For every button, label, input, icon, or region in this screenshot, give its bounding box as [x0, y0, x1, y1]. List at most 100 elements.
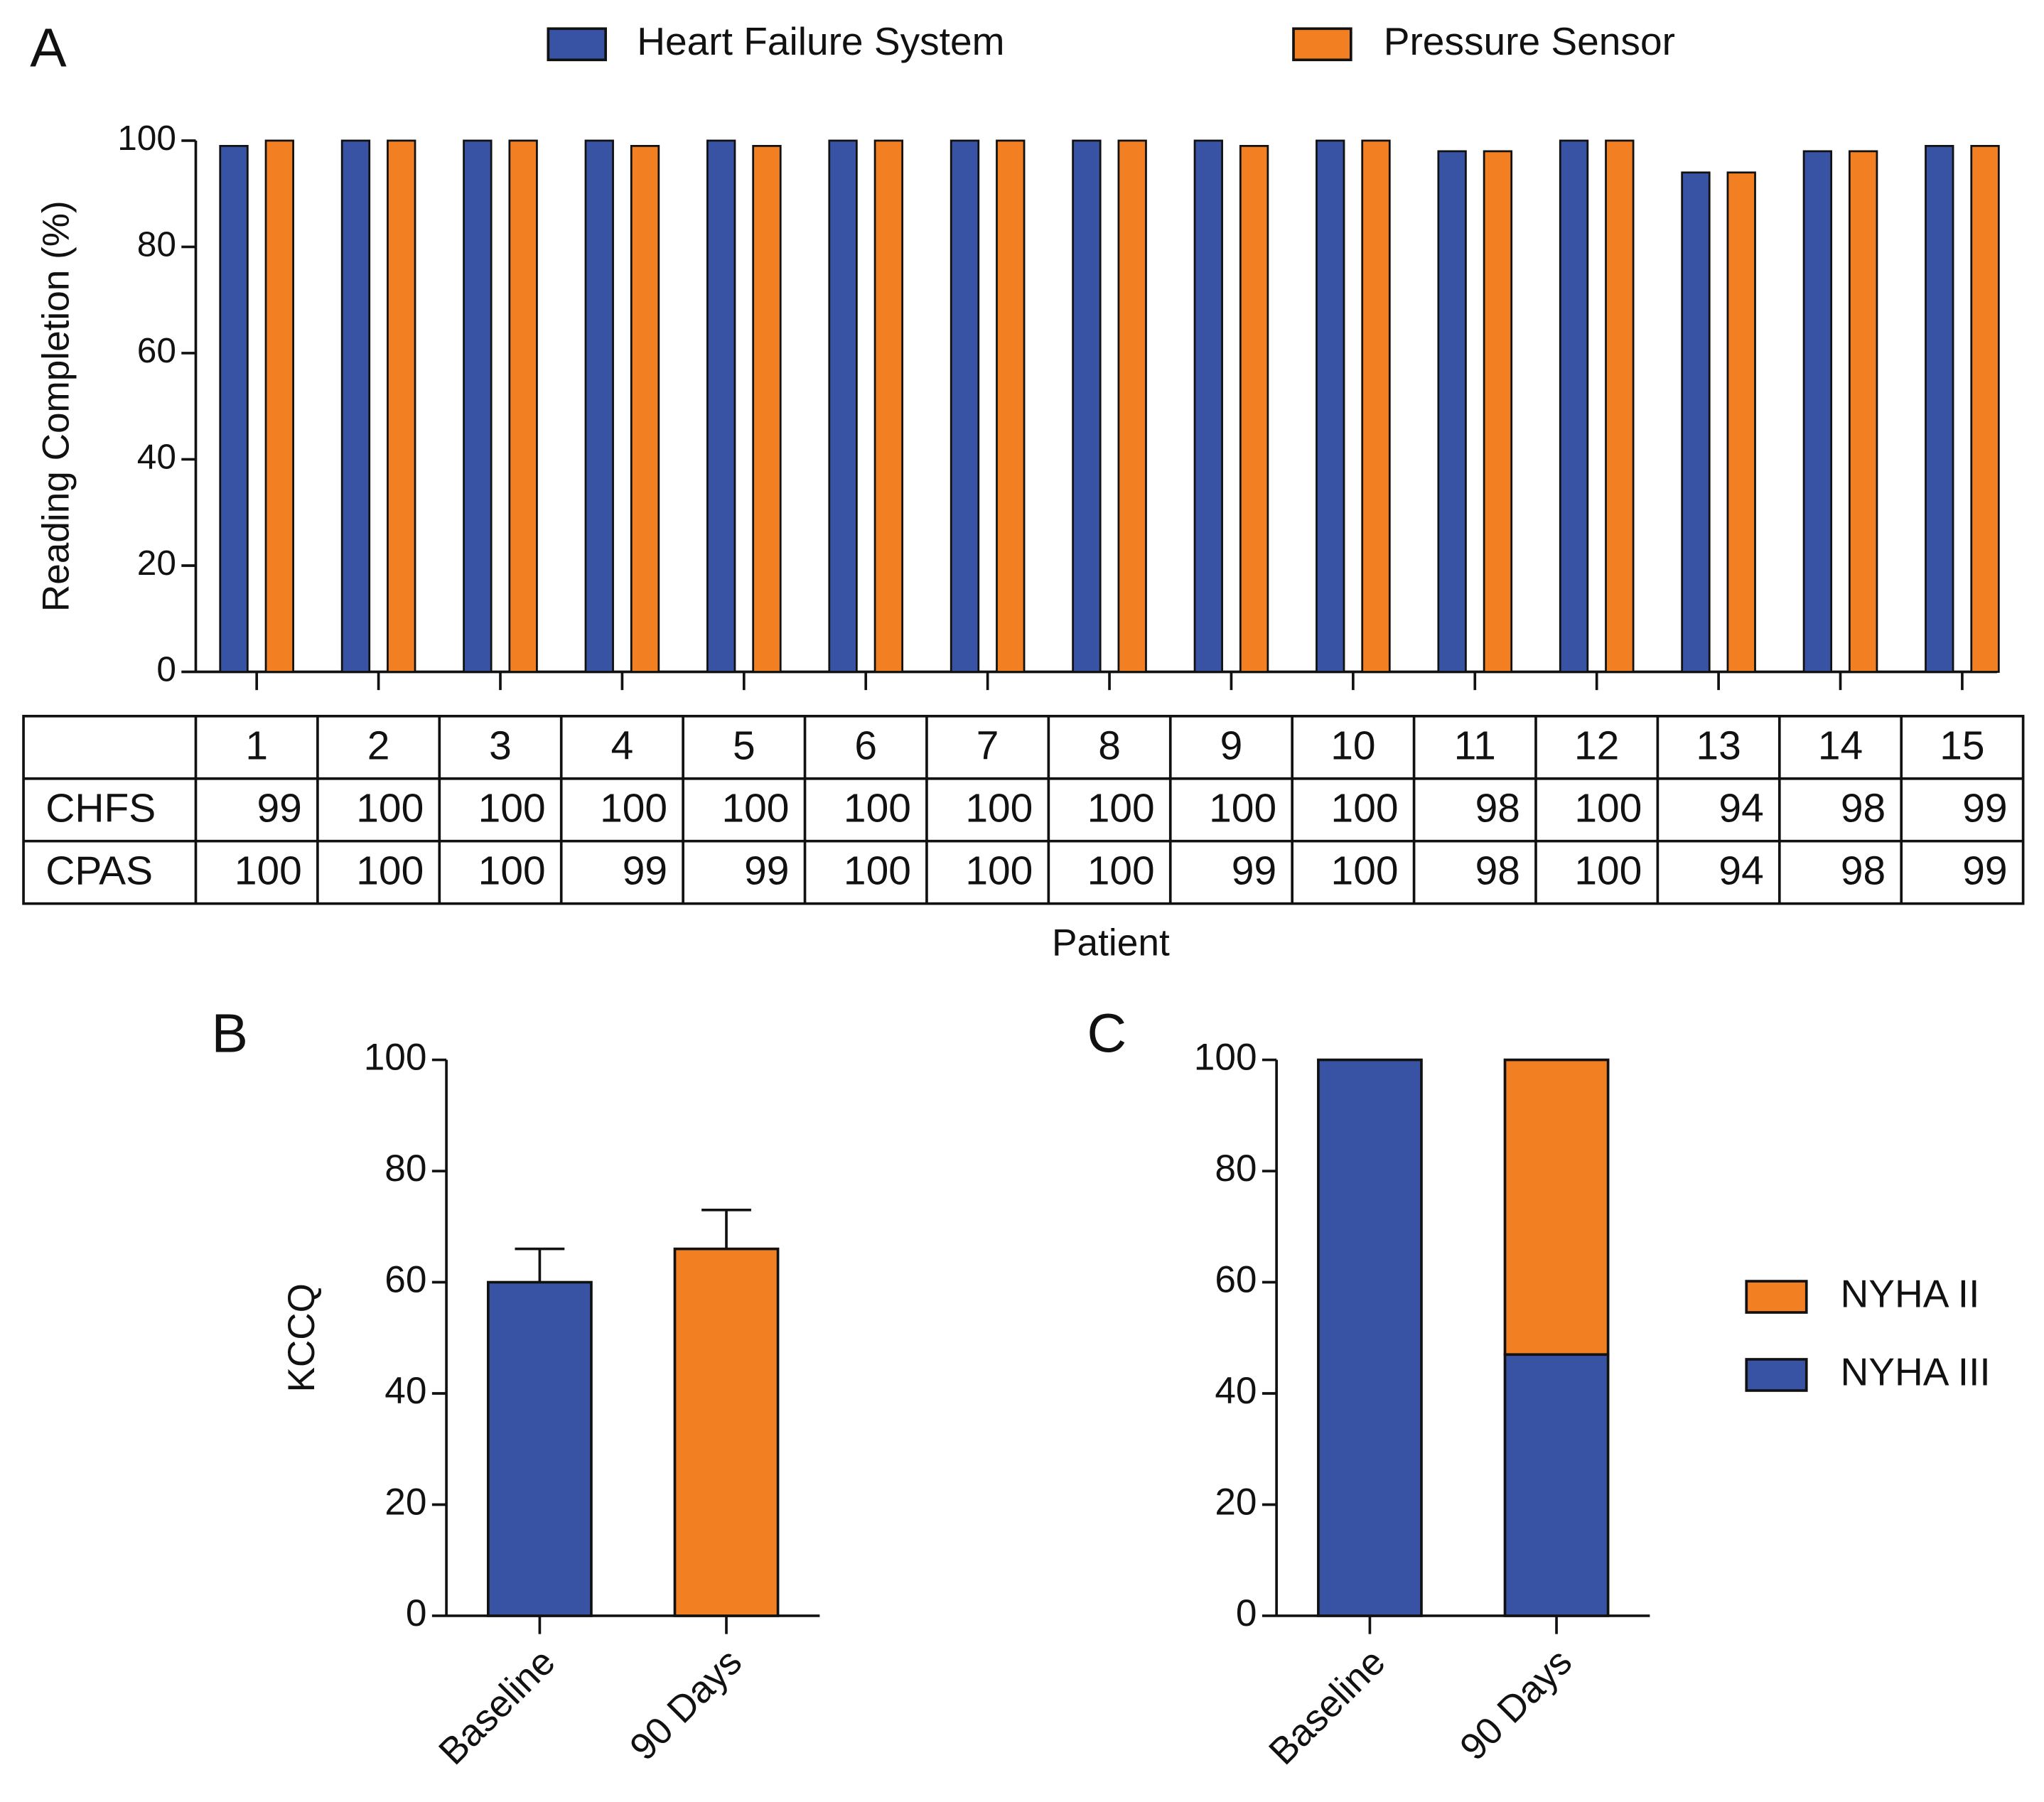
y-tick-label: 20 [137, 544, 176, 583]
table-cell: 99 [1232, 849, 1276, 894]
table-cell: 100 [1574, 787, 1642, 831]
table-header: 9 [1220, 724, 1243, 769]
table-frame [22, 714, 2025, 905]
y-tick-label: 100 [117, 119, 176, 158]
table-cell: 99 [257, 787, 302, 831]
table-cell: 100 [1331, 787, 1399, 831]
y-tick-label: 80 [384, 1148, 426, 1189]
table-cell: 100 [722, 787, 790, 831]
table-cell: 98 [1475, 787, 1520, 831]
y-tick-label: 40 [137, 438, 176, 477]
bar [1970, 144, 2000, 673]
table-header: 15 [1940, 724, 1984, 769]
bar [1726, 171, 1756, 673]
x-tick-label: 90 Days [622, 1641, 750, 1768]
bar [673, 1247, 780, 1617]
bar [264, 139, 294, 673]
y-tick-label: 100 [364, 1037, 427, 1079]
bar [487, 1280, 593, 1617]
bar-segment [1503, 1058, 1610, 1356]
bar [706, 139, 736, 673]
table-header: 11 [1454, 724, 1496, 769]
bar [584, 139, 614, 673]
table-cell: 100 [965, 849, 1033, 894]
table-cell: 99 [623, 849, 667, 894]
x-tick-label: Baseline [431, 1641, 563, 1773]
table-cell: 100 [600, 787, 667, 831]
table-cell: 94 [1718, 849, 1763, 894]
table-header: 3 [489, 724, 512, 769]
bar [950, 139, 980, 673]
table-cell: 100 [356, 849, 424, 894]
bar [1437, 150, 1467, 673]
bar-segment [1503, 1353, 1610, 1617]
table-header: 12 [1574, 724, 1619, 769]
table-row-label: CHFS [45, 787, 156, 831]
table-cell: 100 [356, 787, 424, 831]
panel-label: C [1087, 1003, 1127, 1064]
table-header: 1 [245, 724, 268, 769]
table-cell: 100 [1574, 849, 1642, 894]
x-tick-label: 90 Days [1452, 1641, 1580, 1768]
legend-label: Pressure Sensor [1384, 19, 1675, 63]
table-header: 2 [367, 724, 390, 769]
table-cell: 99 [744, 849, 789, 894]
table-header: 8 [1098, 724, 1121, 769]
legend-label: NYHA III [1841, 1350, 1991, 1394]
legend-label: NYHA II [1841, 1272, 1980, 1316]
bar [1239, 144, 1269, 673]
table-cell: 98 [1475, 849, 1520, 894]
bar [996, 139, 1026, 673]
bar [1316, 139, 1345, 673]
bar [1361, 139, 1391, 673]
table-cell: 100 [478, 787, 546, 831]
bar [630, 144, 660, 673]
y-tick-label: 0 [406, 1592, 427, 1634]
bar [1925, 144, 1954, 673]
table-row-label: CPAS [45, 849, 153, 894]
y-tick-label: 20 [1215, 1482, 1257, 1523]
bar [508, 139, 538, 673]
y-tick-label: 80 [1215, 1148, 1257, 1189]
bar [873, 139, 904, 673]
x-axis-label: Patient [1052, 922, 1170, 964]
y-tick-label: 40 [1215, 1370, 1257, 1412]
y-axis-label: KCCQ [281, 1283, 323, 1392]
legend-swatch [1745, 1280, 1808, 1314]
table-cell: 100 [844, 787, 911, 831]
bar [1559, 139, 1589, 673]
bar [340, 139, 371, 673]
panel-label: A [30, 18, 67, 79]
bar-segment [1317, 1058, 1423, 1617]
bar [1072, 139, 1102, 673]
x-tick-label: Baseline [1261, 1641, 1393, 1773]
panel-label: B [212, 1003, 248, 1064]
y-tick-label: 60 [384, 1259, 426, 1301]
y-tick-label: 40 [384, 1370, 426, 1412]
legend-label: Heart Failure System [637, 19, 1004, 63]
table-cell: 100 [235, 849, 302, 894]
table-cell: 98 [1841, 849, 1886, 894]
bar [387, 139, 416, 673]
bar [1605, 139, 1635, 673]
table-header: 4 [611, 724, 634, 769]
bar [1483, 150, 1513, 673]
y-tick-label: 60 [1215, 1259, 1257, 1301]
bar [1681, 171, 1711, 673]
bar [463, 139, 493, 673]
table-header: 13 [1696, 724, 1741, 769]
bar [1848, 150, 1878, 673]
table-cell: 99 [1962, 849, 2007, 894]
table-header: 5 [733, 724, 755, 769]
bar [1193, 139, 1223, 673]
y-tick-label: 60 [137, 331, 176, 370]
y-tick-label: 20 [384, 1482, 426, 1523]
y-tick-label: 0 [1236, 1592, 1257, 1634]
y-axis-label: Reading Completion (%) [36, 200, 77, 612]
y-tick-label: 0 [156, 650, 176, 689]
table-cell: 94 [1718, 787, 1763, 831]
table-header: 6 [854, 724, 877, 769]
